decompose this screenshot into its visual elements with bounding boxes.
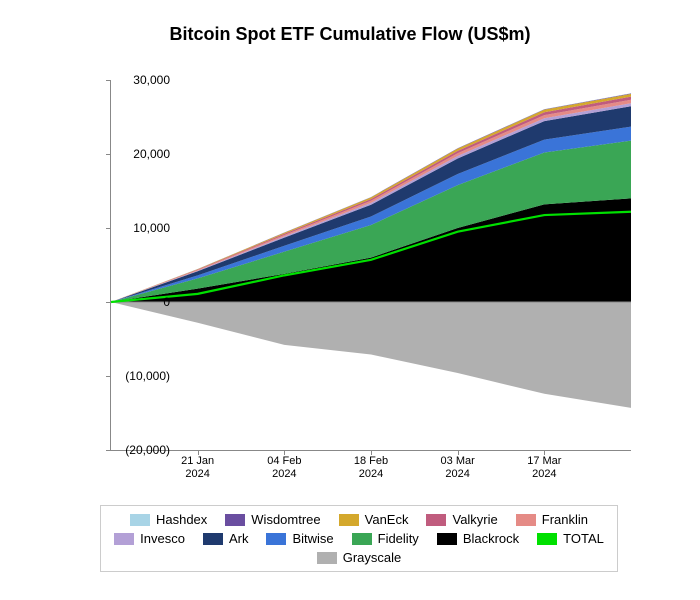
legend-label: VanEck <box>365 512 409 527</box>
legend-swatch <box>114 533 134 545</box>
legend-swatch <box>352 533 372 545</box>
chart-title: Bitcoin Spot ETF Cumulative Flow (US$m) <box>0 24 700 45</box>
xtick-label: 03 Mar2024 <box>428 455 488 481</box>
legend-label: Valkyrie <box>452 512 497 527</box>
legend-swatch <box>203 533 223 545</box>
legend-label: Hashdex <box>156 512 207 527</box>
legend-swatch <box>537 533 557 545</box>
xtick-label: 04 Feb2024 <box>254 455 314 481</box>
legend-label: Grayscale <box>343 550 402 565</box>
plot-svg <box>111 80 631 450</box>
legend-item-ark: Ark <box>203 531 249 546</box>
ytick-label: 30,000 <box>100 73 170 87</box>
legend-swatch <box>516 514 536 526</box>
legend-label: Fidelity <box>378 531 419 546</box>
legend-swatch <box>225 514 245 526</box>
legend-swatch <box>426 514 446 526</box>
legend-label: Franklin <box>542 512 588 527</box>
xtick-label: 21 Jan2024 <box>168 455 228 481</box>
legend-item-franklin: Franklin <box>516 512 588 527</box>
legend-item-hashdex: Hashdex <box>130 512 207 527</box>
legend-item-wisdomtree: Wisdomtree <box>225 512 320 527</box>
ytick-label: (20,000) <box>100 443 170 457</box>
legend-label: Blackrock <box>463 531 519 546</box>
chart-container: Bitcoin Spot ETF Cumulative Flow (US$m) … <box>0 0 700 600</box>
area-grayscale <box>111 302 631 408</box>
legend-swatch <box>266 533 286 545</box>
legend-swatch <box>339 514 359 526</box>
legend-label: Bitwise <box>292 531 333 546</box>
plot-area: 21 Jan202404 Feb202418 Feb202403 Mar2024… <box>110 80 631 451</box>
legend-item-total: TOTAL <box>537 531 604 546</box>
legend-item-grayscale: Grayscale <box>317 550 402 565</box>
legend-item-fidelity: Fidelity <box>352 531 419 546</box>
legend-item-blackrock: Blackrock <box>437 531 519 546</box>
legend-item-invesco: Invesco <box>114 531 185 546</box>
legend-label: Wisdomtree <box>251 512 320 527</box>
legend-item-bitwise: Bitwise <box>266 531 333 546</box>
legend: Hashdex Wisdomtree VanEck Valkyrie Franklin I… <box>100 505 618 572</box>
legend-item-vaneck: VanEck <box>339 512 409 527</box>
legend-label: Invesco <box>140 531 185 546</box>
ytick-label: (10,000) <box>100 369 170 383</box>
ytick-label: 10,000 <box>100 221 170 235</box>
legend-swatch <box>437 533 457 545</box>
legend-swatch <box>130 514 150 526</box>
legend-item-valkyrie: Valkyrie <box>426 512 497 527</box>
xtick-label: 17 Mar2024 <box>514 455 574 481</box>
legend-swatch <box>317 552 337 564</box>
ytick-label: 20,000 <box>100 147 170 161</box>
xtick-label: 18 Feb2024 <box>341 455 401 481</box>
legend-label: Ark <box>229 531 249 546</box>
legend-label: TOTAL <box>563 531 604 546</box>
ytick-label: 0 <box>100 295 170 309</box>
